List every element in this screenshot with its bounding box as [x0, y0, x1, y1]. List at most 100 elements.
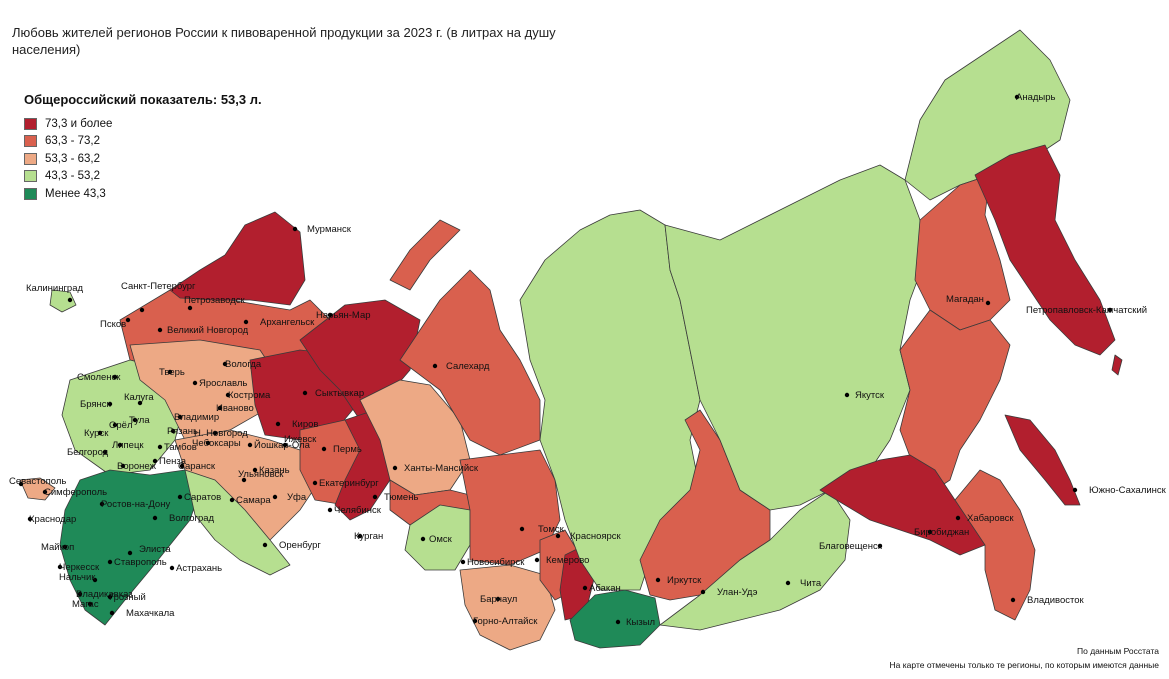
- city-marker: [62, 544, 68, 550]
- city-marker: [519, 526, 525, 532]
- legend-item: 53,3 - 63,2: [24, 150, 262, 168]
- city-label: Петропавловск-Камчатский: [1026, 305, 1147, 316]
- city-label: Южно-Сахалинск: [1089, 485, 1167, 496]
- city-marker: [282, 442, 288, 448]
- region-altai: [459, 564, 556, 651]
- city-label: Абакан: [589, 583, 621, 594]
- city-marker: [955, 515, 961, 521]
- city-label: Самара: [236, 495, 271, 506]
- footer-source: По данным Росстата: [1077, 646, 1159, 656]
- legend-label: Менее 43,3: [45, 187, 106, 200]
- city-marker: [844, 392, 850, 398]
- city-marker: [302, 390, 308, 396]
- city-label: Благовещенск: [819, 541, 883, 552]
- city-label: Тверь: [159, 367, 185, 378]
- city-label: Калуга: [124, 392, 154, 403]
- city-marker: [292, 226, 298, 232]
- city-label: Саратов: [184, 492, 221, 503]
- city-marker: [432, 363, 438, 369]
- legend-label: 73,3 и более: [45, 117, 113, 130]
- city-label: Магас: [72, 599, 99, 610]
- city-marker: [18, 481, 24, 487]
- city-marker: [177, 494, 183, 500]
- city-label: Элиста: [139, 544, 171, 555]
- city-label: Оренбург: [279, 540, 321, 551]
- city-marker: [187, 305, 193, 311]
- city-label: Вологда: [225, 359, 262, 370]
- legend-label: 43,3 - 53,2: [45, 170, 100, 183]
- city-marker: [495, 596, 501, 602]
- city-label: Омск: [429, 534, 453, 545]
- city-marker: [125, 317, 131, 323]
- city-label: Орёл: [109, 420, 133, 431]
- city-label: Киров: [292, 419, 318, 430]
- legend-heading: Общероссийский показатель: 53,3 л.: [24, 92, 262, 107]
- city-marker: [655, 577, 661, 583]
- city-marker: [167, 369, 173, 375]
- city-marker: [179, 463, 185, 469]
- legend-swatch: [24, 117, 37, 130]
- city-label: Санкт-Петербург: [121, 281, 196, 292]
- city-marker: [241, 477, 247, 483]
- city-label: Рязань: [167, 426, 198, 437]
- city-label: Курган: [354, 531, 383, 542]
- legend-swatch: [24, 170, 37, 183]
- city-marker: [170, 428, 176, 434]
- city-marker: [582, 585, 588, 591]
- city-marker: [420, 536, 426, 542]
- city-marker: [1072, 487, 1078, 493]
- city-label: Ярославль: [199, 378, 247, 389]
- city-label: Владимир: [174, 412, 219, 423]
- city-marker: [275, 421, 281, 427]
- city-label: Мурманск: [307, 224, 352, 235]
- city-marker: [137, 400, 143, 406]
- city-marker: [225, 392, 231, 398]
- city-label: Тула: [129, 415, 150, 426]
- city-marker: [132, 417, 138, 423]
- city-marker: [117, 442, 123, 448]
- legend-swatch: [24, 187, 37, 200]
- city-label: Белгород: [67, 447, 109, 458]
- city-label: Челябинск: [334, 505, 382, 516]
- region-south: [59, 469, 201, 626]
- region-lower-volga: [184, 469, 291, 576]
- city-label: Майкоп: [41, 542, 74, 553]
- city-marker: [107, 559, 113, 565]
- region-buryatia-zabaikalye: [659, 489, 851, 631]
- city-marker: [1107, 307, 1113, 313]
- city-label: Пермь: [333, 444, 362, 455]
- region-karelia-murmansk: [169, 211, 306, 306]
- footer-note: На карте отмечены только те регионы, по …: [889, 660, 1159, 670]
- city-marker: [312, 480, 318, 486]
- city-marker: [97, 430, 103, 436]
- city-marker: [272, 494, 278, 500]
- city-marker: [87, 601, 93, 607]
- city-label: Брянск: [80, 399, 112, 410]
- legend-item: 43,3 - 53,2: [24, 168, 262, 186]
- city-label: Чита: [800, 578, 822, 589]
- city-marker: [99, 501, 105, 507]
- city-label: Иркутск: [667, 575, 702, 586]
- city-marker: [77, 591, 83, 597]
- city-label: Иваново: [216, 403, 254, 414]
- city-marker: [92, 577, 98, 583]
- city-label: Ульяновск: [238, 469, 284, 480]
- city-marker: [1010, 597, 1016, 603]
- region-omsk: [404, 504, 471, 571]
- city-marker: [192, 380, 198, 386]
- city-marker: [985, 300, 991, 306]
- legend: Общероссийский показатель: 53,3 л. 73,3 …: [24, 92, 262, 203]
- region-khabarovsk: [899, 309, 1011, 491]
- city-label: Уфа: [287, 492, 307, 503]
- city-marker: [262, 542, 268, 548]
- city-marker: [157, 444, 163, 450]
- city-label: Петрозаводск: [184, 295, 246, 306]
- city-label: Йошкар-Ола: [254, 439, 311, 451]
- city-marker: [139, 307, 145, 313]
- region-kamchatka: [974, 144, 1116, 356]
- city-marker: [534, 557, 540, 563]
- region-yamal: [399, 269, 541, 456]
- city-marker: [392, 465, 398, 471]
- city-label: Магадан: [946, 294, 984, 305]
- city-label: Барнаул: [480, 594, 517, 605]
